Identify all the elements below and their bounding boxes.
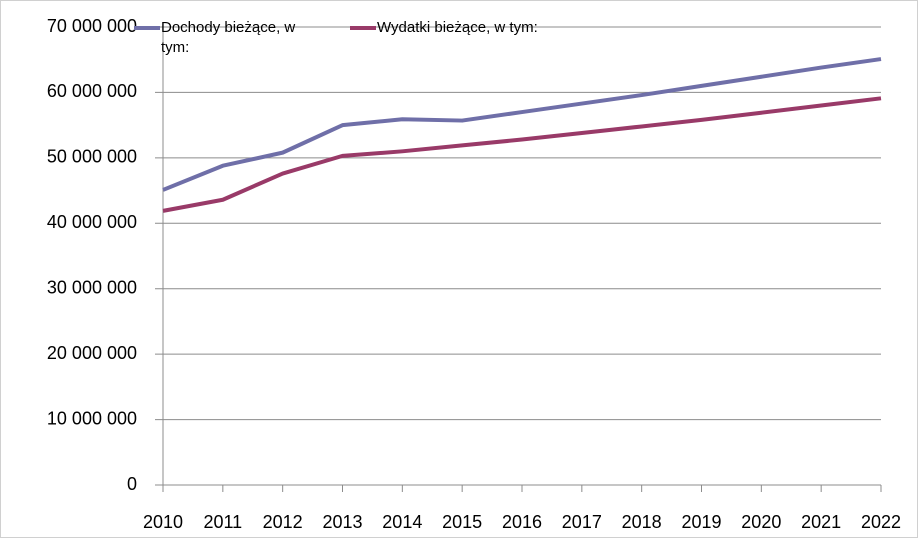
x-tick-label: 2019 (681, 512, 721, 532)
x-tick-label: 2018 (622, 512, 662, 532)
y-tick-label: 30 000 000 (47, 277, 137, 297)
x-tick-label: 2022 (861, 512, 901, 532)
x-tick-label: 2011 (203, 512, 242, 532)
x-tick-label: 2016 (502, 512, 542, 532)
y-tick-label: 40 000 000 (47, 212, 137, 232)
x-tick-label: 2017 (562, 512, 602, 532)
legend-label: Wydatki bieżące, w tym: (377, 19, 538, 36)
y-tick-label: 70 000 000 (47, 16, 137, 36)
series-line (162, 57, 882, 192)
y-tick-label: 60 000 000 (47, 81, 137, 101)
x-tick-label: 2010 (143, 512, 183, 532)
x-tick-label: 2020 (741, 512, 781, 532)
y-tick-label: 0 (127, 474, 137, 494)
x-tick-label: 2012 (263, 512, 303, 532)
x-tick-label: 2014 (382, 512, 422, 532)
x-tick-label: 2021 (801, 512, 841, 532)
series-line (162, 96, 882, 213)
y-tick-label: 20 000 000 (47, 343, 137, 363)
x-tick-label: 2013 (322, 512, 362, 532)
y-tick-label: 50 000 000 (47, 147, 137, 167)
y-tick-label: 10 000 000 (47, 408, 137, 428)
legend-label: Dochody bieżące, w tym: (161, 19, 296, 56)
x-tick-label: 2015 (442, 512, 482, 532)
